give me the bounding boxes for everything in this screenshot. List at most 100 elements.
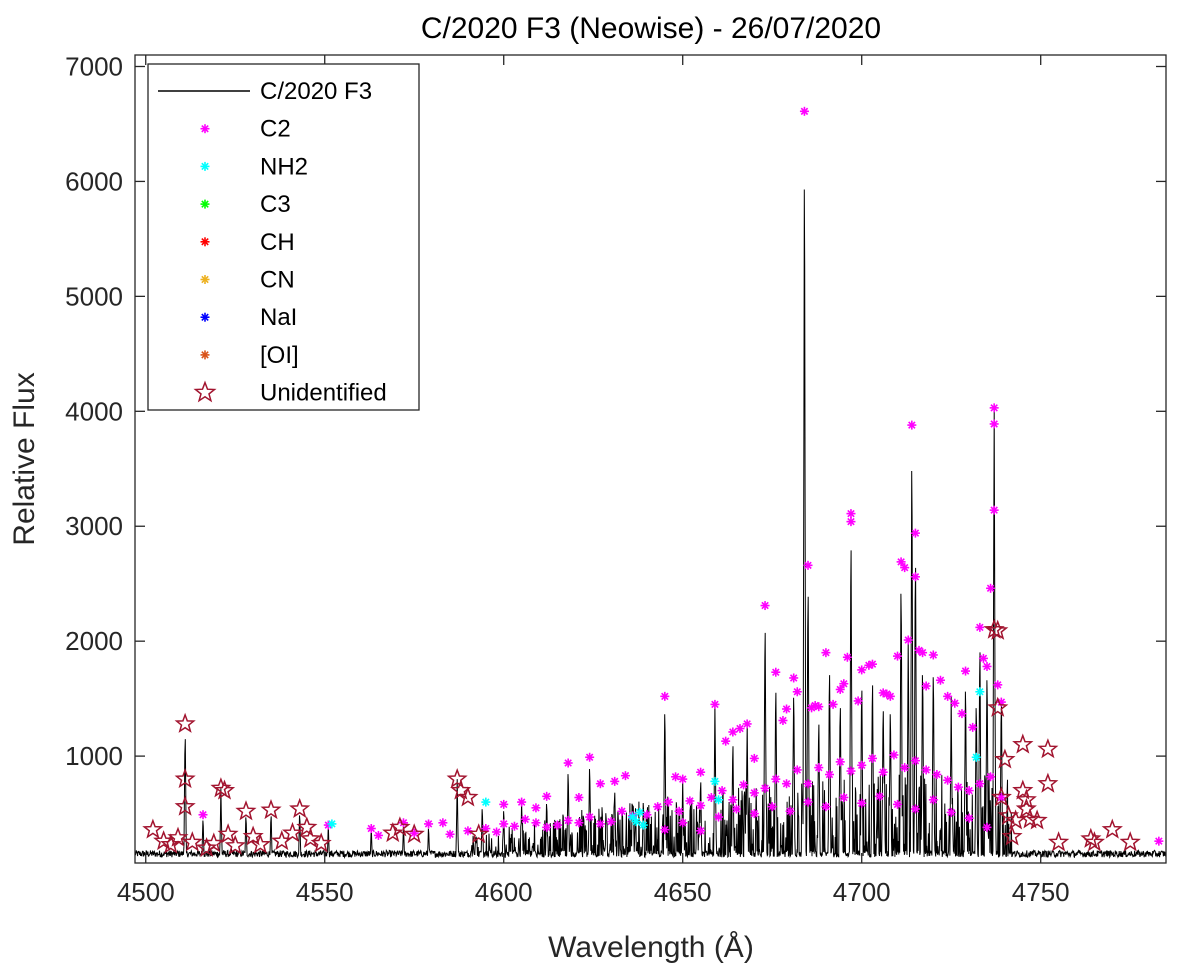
unidentified-marker [382,821,404,843]
unidentified-marker [1083,831,1106,852]
c2-marker [910,572,920,582]
y-tick-label: 6000 [65,166,123,196]
legend-label-c3: C3 [260,191,291,218]
c2-marker [982,661,992,671]
c2-marker [749,788,759,798]
x-tick-label: 4500 [117,877,175,907]
c2-marker [760,601,770,611]
c2-marker [946,807,956,817]
c2-marker [910,528,920,538]
c2-marker [742,719,752,729]
c2-marker [839,792,849,802]
c2-marker [438,818,448,828]
c2-marker [509,821,519,831]
legend: C/2020 F3 C2 NH2 C3 CH CN NaI [OI] Unidentified [147,63,420,411]
c2-marker [749,809,759,819]
c2-marker [964,813,974,823]
c2-marker [950,698,960,708]
c2-marker [943,775,953,785]
c2-marker [821,648,831,658]
c2-marker [857,665,867,675]
c2-marker [996,792,1006,802]
c2-marker [595,819,605,829]
legend-label-cn: CN [260,267,295,294]
c2-marker [585,812,595,822]
unidentified-marker [990,786,1012,807]
c2-marker [792,687,802,697]
c2-marker [935,675,945,685]
unidentified-marker [457,786,479,807]
c2-marker [889,750,899,760]
c2-marker [767,802,777,812]
legend-swatch-cn [200,275,210,284]
nh2-marker [631,817,641,827]
c2-marker [814,702,824,712]
c2-marker [749,753,759,763]
c2-marker [739,780,749,790]
c2-marker [928,795,938,805]
c2-marker [921,765,931,775]
legend-swatch-oi [200,350,210,360]
c2-marker [968,722,978,732]
c2-marker [900,563,910,573]
unidentified-marker [1012,733,1034,754]
ticks-layer: 4500 4550 4600 4650 4700 4750 1000 2000 3000 4000… [65,51,1166,907]
c2-marker [696,801,706,811]
y-tick-label: 3000 [65,511,123,541]
unidentified-marker [389,816,411,837]
c2-marker [910,756,920,766]
unidentified-marker [468,823,490,844]
unidentified-marker [203,832,225,853]
legend-swatch-nh2 [200,161,210,171]
unidentified-marker [987,619,1009,640]
unidentified-marker [213,779,236,800]
c2-marker [993,680,1003,690]
unidentified-marker [1019,808,1041,829]
unidentified-marker [994,748,1016,769]
c2-marker [653,802,663,812]
c2-marker [674,806,684,816]
c2-marker [198,810,208,820]
x-tick-label: 4600 [475,877,533,907]
c2-marker [721,736,731,746]
c2-marker [728,795,738,805]
c2-marker [803,797,813,807]
unidentified-marker [1015,788,1037,809]
c2-marker [771,774,781,784]
unidentified-marker [1037,772,1059,793]
x-axis-label: Wavelength (Å) [548,931,754,964]
c2-marker [961,666,971,676]
c2-marker [696,767,706,777]
c2-marker [867,659,877,669]
c2-marker [671,772,681,782]
c2-marker [760,783,770,793]
c2-marker [782,779,792,789]
c2-marker [373,830,383,840]
y-tick-label: 7000 [65,51,123,81]
c2-marker [366,824,376,834]
nh2-marker [710,776,720,786]
c2-marker [918,648,928,658]
c2-marker [706,792,716,802]
nh2-marker [327,819,337,829]
legend-swatch-unidentified [193,380,217,403]
unidentified-marker [1101,818,1123,839]
unidentified-marker [1037,738,1059,759]
nh2-marker [628,812,638,822]
unidentified-marker [1001,825,1023,846]
c2-marker [842,652,852,662]
c2-marker [685,796,695,806]
c2-marker [771,667,781,677]
c2-marker [531,818,541,828]
unidentified-marker [174,712,196,733]
c2-marker [574,792,584,802]
markers-layer [142,106,1164,858]
unidentified-marker [310,832,332,853]
unidentified-marker [299,827,322,848]
unidentified-marker [249,833,271,854]
c2-marker [957,709,967,719]
c2-marker [563,758,573,768]
c2-marker [978,653,988,663]
c2-marker [678,818,688,828]
c2-marker [717,786,727,796]
